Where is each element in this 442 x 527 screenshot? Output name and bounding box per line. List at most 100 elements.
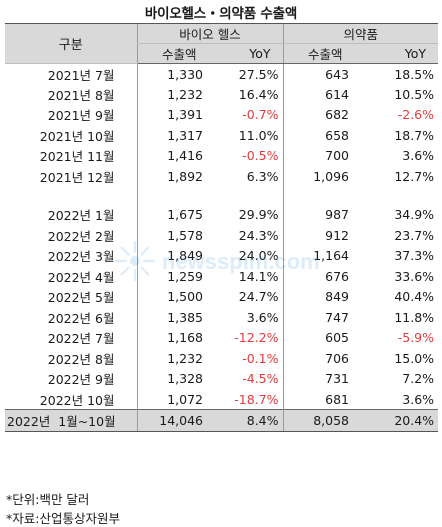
header-gubun: 구분 — [5, 23, 137, 64]
header-pharma-yoy: YoY — [359, 43, 439, 64]
bio-yoy-value: -0.1% — [242, 350, 279, 366]
table-row: 2021년 9월 1,391 -0.7% 682 -2.6% — [5, 104, 438, 125]
pharma-yoy-value: 18.7% — [394, 127, 435, 143]
table-row: 2021년 10월 1,317 11.0% 658 18.7% — [5, 125, 438, 146]
header-group-pharma: 의약품 — [282, 23, 439, 44]
table-title: 바이오헬스・의약품 수출액 — [144, 6, 298, 22]
bio-yoy-value: 24.7% — [238, 289, 279, 305]
bio-yoy-value: 27.5% — [238, 66, 279, 82]
row-label: 2022년 3월 — [47, 249, 115, 265]
pharma-yoy-value: -5.9% — [397, 330, 435, 346]
header-pharma-value: 수출액 — [282, 43, 360, 64]
pharma-export-value: 747 — [282, 307, 360, 328]
row-label: 2022년 2월 — [47, 228, 115, 244]
bio-yoy-value: 3.6% — [246, 309, 279, 325]
bio-yoy-value: 11.0% — [238, 127, 279, 143]
table-row: 2022년 2월 1,578 24.3% 912 23.7% — [5, 225, 438, 246]
row-label: 2022년 10월 — [39, 392, 115, 408]
row-label: 2021년 9월 — [47, 108, 115, 124]
bio-yoy-value: -4.5% — [242, 371, 279, 387]
total-pharma-yoy: 20.4% — [359, 409, 439, 432]
total-row: 2022년 1월~10월 14,046 8.4% 8,058 20.4% — [5, 409, 439, 432]
row-label: 2021년 12월 — [39, 169, 115, 185]
bio-yoy-value: 24.3% — [238, 227, 279, 243]
header-bio-value: 수출액 — [136, 43, 213, 64]
note-unit: *단위:백만 달러 — [6, 492, 90, 507]
table-row: 2022년 8월 1,232 -0.1% 706 15.0% — [5, 348, 438, 369]
bio-export-value: 1,232 — [136, 348, 213, 369]
table-row: 2022년 10월 1,072 -18.7% 681 3.6% — [5, 389, 438, 410]
spacer-row — [5, 186, 438, 205]
pharma-export-value: 731 — [282, 368, 360, 389]
pharma-export-value: 676 — [282, 266, 360, 287]
total-label: 2022년 1월~10월 — [5, 409, 137, 432]
bio-yoy-value: 24.0% — [238, 248, 279, 264]
row-label: 2022년 8월 — [47, 351, 115, 367]
pharma-export-value: 681 — [282, 389, 360, 410]
bio-yoy-value: 29.9% — [238, 207, 279, 223]
bio-yoy-value: -0.5% — [242, 148, 279, 164]
pharma-yoy-value: -2.6% — [397, 107, 435, 123]
table-total: 2022년 1월~10월 14,046 8.4% 8,058 20.4% — [5, 409, 439, 432]
pharma-export-value: 849 — [282, 286, 360, 307]
pharma-yoy-value: 15.0% — [394, 350, 435, 366]
bio-export-value: 1,500 — [136, 286, 213, 307]
row-label: 2022년 9월 — [47, 372, 115, 388]
pharma-yoy-value: 37.3% — [394, 248, 435, 264]
bio-yoy-value: 6.3% — [246, 168, 279, 184]
pharma-yoy-value: 3.6% — [402, 148, 435, 164]
bio-yoy-value: 16.4% — [238, 86, 279, 102]
pharma-export-value: 643 — [282, 63, 360, 84]
spacer-cell — [213, 187, 283, 205]
pharma-export-value: 912 — [282, 225, 360, 246]
row-label: 2021년 10월 — [39, 128, 115, 144]
pharma-yoy-value: 7.2% — [402, 371, 435, 387]
export-table: 구분 바이오 헬스 의약품 수출액 YoY 수출액 YoY 2021년 7월 1,… — [5, 23, 439, 432]
spacer-cell — [359, 187, 438, 205]
bio-yoy-value: -18.7% — [234, 391, 279, 407]
table-row: 2022년 7월 1,168 -12.2% 605 -5.9% — [5, 327, 438, 348]
pharma-export-value: 658 — [282, 125, 360, 146]
table-header: 구분 바이오 헬스 의약품 수출액 YoY 수출액 YoY — [5, 23, 439, 64]
header-bio-yoy: YoY — [213, 43, 284, 64]
table-row: 2022년 6월 1,385 3.6% 747 11.8% — [5, 307, 438, 328]
pharma-export-value: 1,164 — [282, 245, 360, 266]
row-label: 2021년 8월 — [47, 87, 115, 103]
pharma-export-value: 700 — [282, 145, 360, 166]
bio-export-value: 1,675 — [136, 204, 213, 225]
pharma-yoy-value: 10.5% — [394, 86, 435, 102]
bio-yoy-value: 14.1% — [238, 268, 279, 284]
bio-export-value: 1,385 — [136, 307, 213, 328]
table-row: 2022년 3월 1,849 24.0% 1,164 37.3% — [5, 245, 438, 266]
pharma-export-value: 614 — [282, 84, 360, 105]
pharma-export-value: 682 — [282, 104, 360, 125]
bio-export-value: 1,168 — [136, 327, 213, 348]
pharma-yoy-value: 34.9% — [394, 207, 435, 223]
row-label: 2021년 11월 — [39, 149, 115, 165]
total-bio-yoy: 8.4% — [213, 409, 284, 432]
note-source: *자료:산업통상자원부 — [6, 511, 120, 526]
bio-export-value: 1,416 — [136, 145, 213, 166]
bio-export-value: 1,232 — [136, 84, 213, 105]
bio-yoy-value: -12.2% — [234, 330, 279, 346]
pharma-yoy-value: 33.6% — [394, 268, 435, 284]
table-row: 2021년 8월 1,232 16.4% 614 10.5% — [5, 84, 438, 105]
row-label: 2022년 7월 — [47, 331, 115, 347]
pharma-export-value: 987 — [282, 204, 360, 225]
bio-export-value: 1,259 — [136, 266, 213, 287]
pharma-yoy-value: 40.4% — [394, 289, 435, 305]
total-pharma-value: 8,058 — [282, 409, 360, 432]
row-label: 2022년 5월 — [47, 290, 115, 306]
row-label: 2022년 6월 — [47, 310, 115, 326]
table-body: 2021년 7월 1,330 27.5% 643 18.5% 2021년 8월 1,232 1… — [5, 63, 438, 410]
table-row: 2021년 11월 1,416 -0.5% 700 3.6% — [5, 145, 438, 166]
bio-export-value: 1,072 — [136, 389, 213, 410]
header-group-bio: 바이오 헬스 — [136, 23, 284, 44]
pharma-yoy-value: 18.5% — [394, 66, 435, 82]
bio-export-value: 1,330 — [136, 63, 213, 84]
row-label: 2022년 4월 — [47, 269, 115, 285]
table-row: 2022년 1월 1,675 29.9% 987 34.9% — [5, 204, 438, 225]
bio-yoy-value: -0.7% — [242, 107, 279, 123]
pharma-export-value: 1,096 — [282, 166, 360, 187]
pharma-yoy-value: 23.7% — [394, 227, 435, 243]
